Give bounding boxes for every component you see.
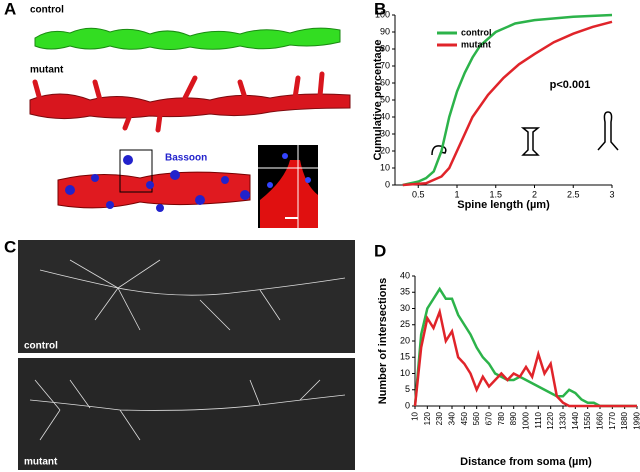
y-tick-label: 20 bbox=[400, 335, 410, 345]
y-tick-label: 60 bbox=[380, 77, 390, 87]
y-tick-label: 0 bbox=[385, 179, 390, 189]
y-tick-label: 30 bbox=[400, 303, 410, 313]
y-tick-label: 90 bbox=[380, 26, 390, 36]
image-label: mutant bbox=[30, 65, 64, 76]
bassoon-dendrite bbox=[57, 171, 251, 209]
x-tick-label: 1990 bbox=[633, 411, 640, 429]
series-line bbox=[402, 20, 613, 187]
legend-label: control bbox=[461, 27, 492, 37]
bassoon-puncta bbox=[65, 155, 250, 212]
x-tick-label: 1440 bbox=[571, 411, 580, 429]
y-tick-label: 40 bbox=[400, 270, 410, 280]
inset-grid bbox=[258, 145, 318, 228]
y-tick-label: 30 bbox=[380, 128, 390, 138]
x-axis-label: Distance from soma (µm) bbox=[460, 456, 592, 468]
x-tick-label: 340 bbox=[448, 411, 457, 425]
panel-a-images bbox=[29, 27, 351, 228]
y-tick-label: 70 bbox=[380, 60, 390, 70]
stain-label: Bassoon bbox=[165, 153, 207, 164]
y-tick-label: 40 bbox=[380, 111, 390, 121]
x-tick-label: 780 bbox=[497, 411, 506, 425]
x-tick-label: 1110 bbox=[534, 411, 543, 428]
image-label: control bbox=[24, 341, 58, 352]
image-label: control bbox=[30, 5, 64, 16]
neurons bbox=[29, 259, 346, 441]
x-tick-label: 120 bbox=[423, 411, 432, 425]
control-image bbox=[18, 240, 355, 353]
y-tick-label: 100 bbox=[375, 9, 390, 19]
x-tick-label: 890 bbox=[509, 411, 518, 425]
x-tick-label: 1.5 bbox=[489, 189, 502, 199]
control-dendrite bbox=[34, 27, 341, 50]
y-tick-label: 35 bbox=[400, 287, 410, 297]
series-line bbox=[402, 13, 613, 187]
y-tick-label: 0 bbox=[405, 400, 410, 410]
x-tick-label: 670 bbox=[485, 411, 494, 425]
legend-label: mutant bbox=[461, 39, 491, 49]
x-tick-label: 2 bbox=[532, 189, 537, 199]
y-axis-label: Number of intersections bbox=[377, 278, 389, 405]
panel-label: A bbox=[4, 0, 16, 18]
x-axis-label: Spine length (µm) bbox=[457, 199, 550, 211]
x-tick-label: 1220 bbox=[546, 411, 555, 429]
spine-icons bbox=[431, 111, 619, 156]
panel-label: D bbox=[374, 241, 386, 260]
inset-puncta bbox=[267, 153, 311, 188]
y-tick-label: 25 bbox=[400, 319, 410, 329]
x-tick-label: 1000 bbox=[522, 411, 531, 429]
y-tick-label: 5 bbox=[405, 384, 410, 394]
series-line bbox=[413, 286, 637, 408]
inset-spine bbox=[260, 160, 318, 228]
spines bbox=[32, 71, 325, 133]
y-tick-label: 10 bbox=[380, 162, 390, 172]
mutant-dendrite bbox=[29, 93, 351, 120]
x-tick-label: 1330 bbox=[559, 411, 568, 429]
y-tick-label: 15 bbox=[400, 352, 410, 362]
panel-c-images bbox=[18, 240, 355, 470]
y-tick-label: 50 bbox=[380, 94, 390, 104]
y-tick-label: 20 bbox=[380, 145, 390, 155]
zoom-box bbox=[119, 149, 153, 193]
x-tick-label: 230 bbox=[435, 411, 444, 425]
x-tick-label: 450 bbox=[460, 411, 469, 425]
x-tick-label: 3 bbox=[609, 189, 614, 199]
y-tick-label: 10 bbox=[400, 368, 410, 378]
image-label: mutant bbox=[24, 457, 58, 468]
x-tick-label: 1770 bbox=[608, 411, 617, 429]
x-tick-label: 0.5 bbox=[412, 189, 425, 199]
x-tick-label: 1660 bbox=[596, 411, 605, 429]
panel-label: B bbox=[374, 0, 386, 18]
x-tick-label: 560 bbox=[472, 411, 481, 425]
x-tick-label: 1550 bbox=[583, 411, 592, 429]
annotation: p<0.001 bbox=[550, 79, 591, 91]
x-tick-label: 2.5 bbox=[567, 189, 580, 199]
x-tick-label: 1 bbox=[454, 189, 459, 199]
mutant-image bbox=[18, 358, 355, 470]
panel-label: C bbox=[4, 237, 16, 256]
x-tick-label: 1880 bbox=[620, 411, 629, 429]
y-axis-label: Cumulative percentage bbox=[372, 39, 384, 160]
series-line bbox=[413, 307, 637, 408]
y-tick-label: 80 bbox=[380, 43, 390, 53]
x-tick-label: 10 bbox=[411, 411, 420, 420]
